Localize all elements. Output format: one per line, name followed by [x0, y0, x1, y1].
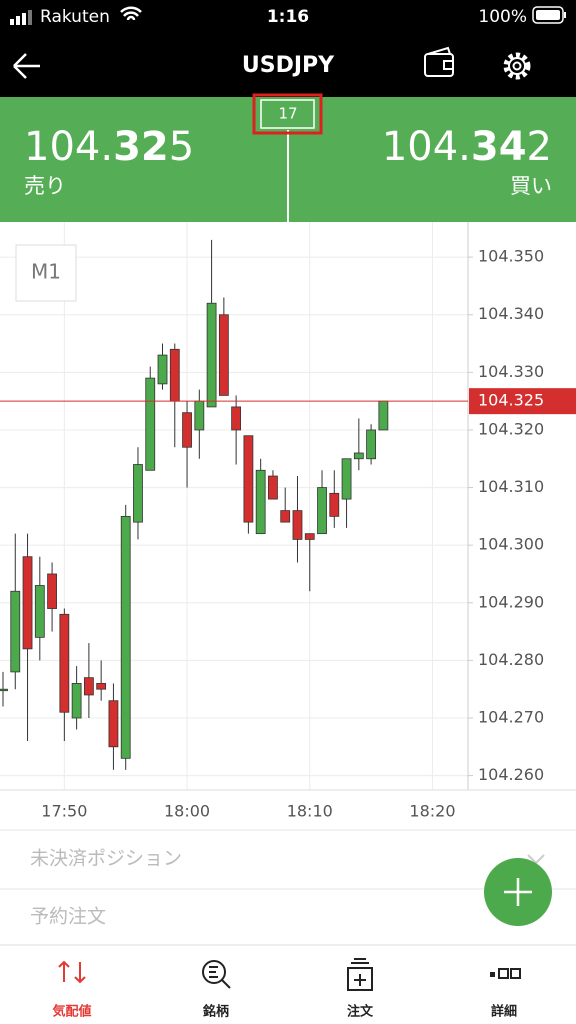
settings-button[interactable] [503, 52, 531, 80]
y-tick-label: 104.290 [478, 592, 544, 611]
candle-body [71, 683, 82, 719]
tab-bar: 気配値 銘柄 注文 詳細 [0, 946, 576, 1024]
candle-body [280, 510, 291, 523]
chart: 104.260 104.270 104.280 104.290 104.300 104.3… [0, 222, 576, 821]
bid-integer: 104. [24, 124, 113, 170]
current-price-tag [469, 388, 576, 415]
timeframe: M1 [31, 260, 61, 284]
tab[interactable] [0, 946, 144, 1024]
candle-body [10, 590, 21, 673]
ask-price: 104.342 [382, 124, 552, 170]
y-tick-label: 104.270 [478, 707, 544, 726]
tab-label: 詳細 [491, 1004, 517, 1020]
candle-body [47, 573, 57, 609]
candle-body [218, 314, 229, 396]
timeframe-box[interactable] [15, 244, 77, 302]
candle-body [341, 458, 352, 500]
orders-row[interactable] [0, 890, 576, 945]
candle-body [108, 700, 119, 748]
y-tick-label: 104.300 [478, 535, 544, 554]
tab-icon [347, 958, 373, 991]
ask-integer: 104. [382, 124, 471, 170]
tab-label: 銘柄 [203, 1004, 229, 1020]
candle-body [145, 377, 156, 471]
wifi-icon [120, 6, 142, 21]
back-button[interactable] [13, 53, 40, 79]
candle-body [231, 406, 242, 431]
wallet-button[interactable] [424, 46, 454, 77]
y-tick-label: 104.260 [478, 765, 544, 784]
y-tick-label: 104.280 [478, 650, 544, 669]
ask-last: 2 [527, 124, 552, 170]
bid-price: 104.325 [24, 124, 194, 170]
positions-row[interactable] [0, 831, 576, 889]
y-tick-label: 104.350 [478, 247, 544, 266]
tab-icon [202, 960, 231, 989]
candle-body [329, 492, 340, 517]
carrier: Rakuten [40, 7, 110, 27]
candle-body [83, 677, 94, 696]
panel-title: 未決済ポジション [30, 848, 182, 870]
candle-body [255, 469, 266, 535]
tab-icon [490, 968, 521, 979]
plot-area [0, 222, 576, 790]
candle-body [194, 400, 205, 431]
spread-highlight [252, 93, 323, 135]
candle-body [22, 556, 33, 650]
candle-body [304, 533, 315, 540]
battery-icon [532, 6, 566, 24]
candle-body [133, 464, 143, 523]
panel-title: 予約注文 [30, 906, 106, 928]
bid-pips: 32 [113, 124, 169, 170]
ask-label: 買い [510, 174, 552, 198]
candle-body [120, 515, 131, 759]
candle-body [34, 585, 45, 638]
spread-value: 17 [278, 105, 297, 123]
candle-body [353, 452, 364, 460]
candle-body [292, 510, 303, 540]
current-price-label: 104.325 [478, 391, 544, 410]
ask-pips: 34 [471, 124, 527, 170]
spread-box [260, 99, 315, 129]
candle-body [59, 613, 70, 713]
candle-body [182, 412, 192, 448]
tab-label: 注文 [347, 1004, 374, 1020]
buy-button[interactable] [289, 97, 576, 222]
chevron [527, 854, 545, 865]
candle-body [317, 487, 327, 535]
header-title: USDJPY [242, 53, 335, 78]
tab-icon [58, 960, 86, 984]
candle-body [366, 429, 377, 460]
x-tick-label: 17:50 [41, 802, 87, 821]
bid-label: 売り [24, 174, 66, 198]
signal-icon [10, 10, 32, 25]
y-tick-label: 104.330 [478, 362, 544, 381]
candle-body [206, 302, 217, 408]
candle-body [157, 354, 168, 385]
y-tick-label: 104.340 [478, 304, 544, 323]
top-bar [0, 0, 576, 97]
candle-body [169, 348, 180, 402]
x-tick-label: 18:00 [164, 802, 210, 821]
tab-label: 気配値 [52, 1004, 91, 1020]
candle-body [243, 435, 254, 523]
battery-text: 100% [478, 7, 527, 27]
candle-body [378, 400, 389, 431]
y-tick-label: 104.310 [478, 477, 544, 496]
tab[interactable] [432, 946, 576, 1024]
candle-body [96, 683, 107, 690]
candle-body [0, 688, 8, 692]
clock: 1:16 [267, 7, 309, 27]
candle-body [268, 475, 278, 500]
x-tick-label: 18:10 [287, 802, 333, 821]
bid-last: 5 [169, 124, 194, 170]
add-icon [504, 878, 532, 906]
y-tick-label: 104.320 [478, 419, 544, 438]
tab[interactable] [144, 946, 288, 1024]
x-tick-label: 18:20 [409, 802, 455, 821]
sell-button[interactable] [0, 97, 287, 222]
